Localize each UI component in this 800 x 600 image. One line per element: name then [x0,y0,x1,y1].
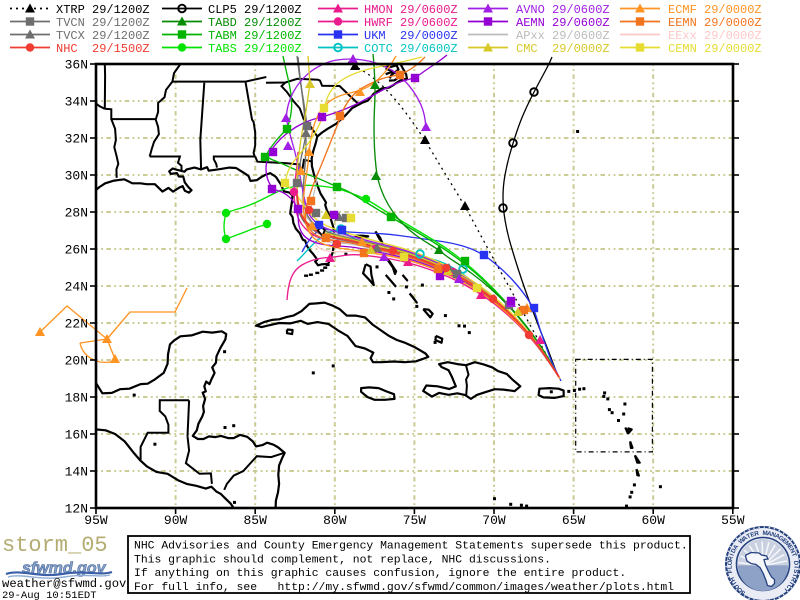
svg-text:R: R [754,530,760,538]
svg-text:weather@sfwmd.gov: weather@sfwmd.gov [2,577,126,591]
svg-text:AVNO 29/0600Z: AVNO 29/0600Z [516,3,610,17]
svg-text:55W: 55W [721,513,745,528]
svg-text:T: T [782,586,790,594]
svg-text:90W: 90W [164,513,188,528]
svg-text:T: T [791,573,799,579]
svg-text:CLP5 29/1200Z: CLP5 29/1200Z [208,3,302,17]
svg-text:14N: 14N [65,465,88,480]
svg-text:EExx 29/0000Z: EExx 29/0000Z [668,29,762,43]
svg-text:CEMN 29/0000Z: CEMN 29/0000Z [668,42,762,56]
svg-text:24N: 24N [65,280,88,295]
svg-text:H: H [729,575,737,582]
svg-text:A: A [766,530,772,538]
svg-text:M: M [783,540,792,549]
svg-text:34N: 34N [65,95,88,110]
svg-text:I: I [729,553,736,557]
svg-text:N: N [788,547,797,555]
svg-text:storm_05: storm_05 [2,533,108,558]
svg-text:R: R [727,555,735,561]
svg-text:E: E [786,544,794,551]
svg-text:U: U [733,582,742,590]
svg-text:65W: 65W [562,513,586,528]
svg-text:AEMN 29/0600Z: AEMN 29/0600Z [516,16,610,30]
svg-text:70W: 70W [482,513,506,528]
svg-text:36N: 36N [65,58,88,73]
svg-text:TABS 29/1200Z: TABS 29/1200Z [208,42,302,56]
svg-text:60W: 60W [641,513,665,528]
svg-text:20N: 20N [65,354,88,369]
svg-text:E: E [750,531,756,539]
svg-text:E: E [780,537,788,545]
svg-text:S: S [739,588,747,596]
svg-text:CMC 29/0000Z: CMC 29/0000Z [516,42,610,56]
svg-text:12N: 12N [65,502,88,517]
svg-text:NHC 29/1500Z: NHC 29/1500Z [56,42,150,56]
svg-text:HMON 29/0600Z: HMON 29/0600Z [364,3,458,17]
svg-text:I: I [788,581,795,586]
svg-text:EEMN 29/0000Z: EEMN 29/0000Z [668,16,762,30]
svg-text:28N: 28N [65,206,88,221]
svg-text:TVCX 29/1200Z: TVCX 29/1200Z [56,29,150,43]
svg-text:26N: 26N [65,243,88,258]
svg-text:TABD 29/1200Z: TABD 29/1200Z [208,16,302,30]
svg-text:T: T [790,552,798,558]
svg-text:APxx 29/0600Z: APxx 29/0600Z [516,29,610,43]
svg-text:C: C [784,583,793,591]
svg-text:W: W [737,536,746,545]
svg-text:HWRF 29/0600Z: HWRF 29/0600Z [364,16,458,30]
svg-text:N: N [770,531,777,539]
svg-text:O: O [727,560,734,566]
svg-text:D: D [730,547,739,555]
svg-text:I: I [792,566,799,568]
svg-text:A: A [741,534,749,543]
svg-text:ECMF 29/0000Z: ECMF 29/0000Z [668,3,762,17]
svg-text:A: A [732,543,741,551]
svg-text:TABM 29/1200Z: TABM 29/1200Z [208,29,302,43]
svg-text:95W: 95W [84,513,108,528]
svg-text:L: L [727,565,734,569]
svg-text:75W: 75W [403,513,427,528]
svg-text:A: A [774,532,782,540]
svg-text:UKM 29/0000Z: UKM 29/0000Z [364,29,458,43]
svg-text:30N: 30N [65,169,88,184]
svg-text:TVCN 29/1200Z: TVCN 29/1200Z [56,16,150,30]
svg-text:F: F [727,569,735,574]
svg-text:T: T [731,580,739,587]
svg-text:O: O [736,585,744,594]
svg-text:This graphic should complement: This graphic should complement, not repl… [134,554,551,566]
svg-text:G: G [777,534,785,543]
svg-text:NHC Advisories and County Emer: NHC Advisories and County Emergency Mana… [134,541,688,553]
svg-text:M: M [762,530,768,537]
svg-text:XTRP 29/1200Z: XTRP 29/1200Z [56,3,150,17]
svg-text:80W: 80W [323,513,347,528]
svg-text:22N: 22N [65,317,88,332]
svg-text:R: R [789,576,797,583]
svg-text:For full info, see http://my: For full info, see http://my.sfwmd.gov/s… [134,582,674,594]
svg-text:85W: 85W [243,513,267,528]
svg-text:S: S [792,569,800,574]
svg-text:T: T [746,532,753,540]
svg-text:29-Aug 10:51EDT: 29-Aug 10:51EDT [2,590,97,600]
svg-text:COTC 29/0600Z: COTC 29/0600Z [364,42,458,56]
svg-text:If anything on this graphic ca: If anything on this graphic causes confu… [134,568,626,580]
svg-text:D: D [792,560,799,566]
svg-text:18N: 18N [65,391,88,406]
svg-text:16N: 16N [65,428,88,443]
svg-text:32N: 32N [65,132,88,147]
